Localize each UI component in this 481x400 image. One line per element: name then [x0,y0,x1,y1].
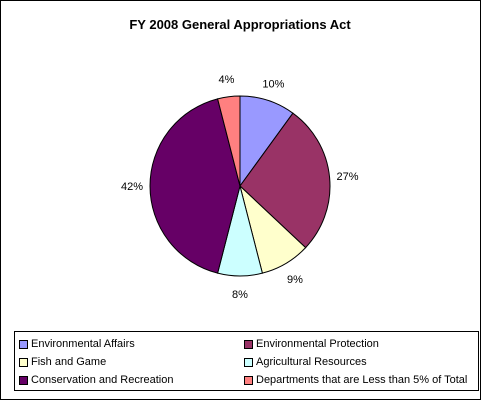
pie-slice-conservation-and-recreation [149,98,241,274]
legend-label: Environmental Protection [256,338,379,350]
legend-swatch [19,340,28,349]
legend-label: Departments that are Less than 5% of Tot… [256,374,468,386]
legend-swatch [19,376,28,385]
data-label-departments-that-are-less-than-5-of-total: 4% [219,74,235,86]
legend-swatch [244,358,253,367]
legend-swatch [19,358,28,367]
legend-swatch [244,376,253,385]
legend-label: Conservation and Recreation [31,374,174,386]
legend-swatch [244,340,253,349]
legend-label: Agricultural Resources [256,356,367,368]
pie-slice-departments-that-are-less-than-5-of-total [217,95,241,187]
pie-slice-labels: 10% 27% 9% 8% 42% 4% [121,74,359,301]
data-label-environmental-affairs: 10% [262,78,284,90]
pie-slice-environmental-protection [239,112,331,249]
data-label-fish-and-game: 9% [287,274,303,286]
data-label-conservation-and-recreation: 42% [121,181,143,193]
legend-label: Fish and Game [31,356,107,368]
legend: Environmental Affairs Environmental Prot… [14,331,479,391]
legend-label: Environmental Affairs [31,338,135,350]
data-label-agricultural-resources: 8% [232,289,248,301]
chart-title: FY 2008 General Appropriations Act [129,17,351,32]
pie-slices [149,95,331,277]
data-label-environmental-protection: 27% [336,171,358,183]
